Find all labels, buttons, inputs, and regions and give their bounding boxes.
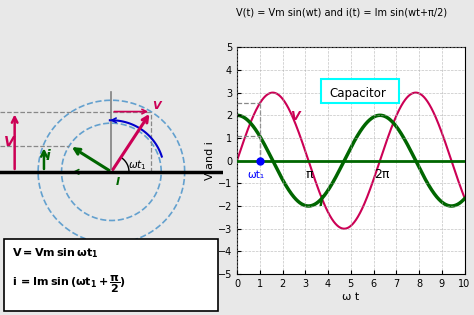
Text: i: i (46, 149, 50, 163)
Y-axis label: V and i: V and i (205, 141, 215, 180)
Text: ωt₁: ωt₁ (247, 170, 264, 180)
Text: V(t) = Vm sin(wt) and i(t) = Im sin(wt+π/2): V(t) = Vm sin(wt) and i(t) = Im sin(wt+π… (236, 8, 447, 18)
Text: $\omega t_1$: $\omega t_1$ (128, 158, 146, 172)
FancyBboxPatch shape (4, 239, 219, 311)
Text: V: V (153, 101, 161, 111)
X-axis label: ω t: ω t (342, 292, 359, 302)
Text: $\mathbf{V = Vm\,sin\,\omega t_1}$: $\mathbf{V = Vm\,sin\,\omega t_1}$ (12, 246, 98, 260)
Text: 2π: 2π (374, 168, 390, 181)
FancyBboxPatch shape (321, 79, 399, 103)
Text: π: π (305, 168, 312, 181)
Text: I: I (116, 177, 120, 187)
Text: V: V (291, 110, 300, 123)
Text: V: V (4, 135, 15, 149)
Text: Capacitor: Capacitor (329, 87, 386, 100)
Text: i: i (319, 195, 324, 209)
Text: $\mathbf{i\;=Im\,sin\,(\omega t_1 + \dfrac{\pi}{2})}$: $\mathbf{i\;=Im\,sin\,(\omega t_1 + \dfr… (12, 273, 126, 295)
